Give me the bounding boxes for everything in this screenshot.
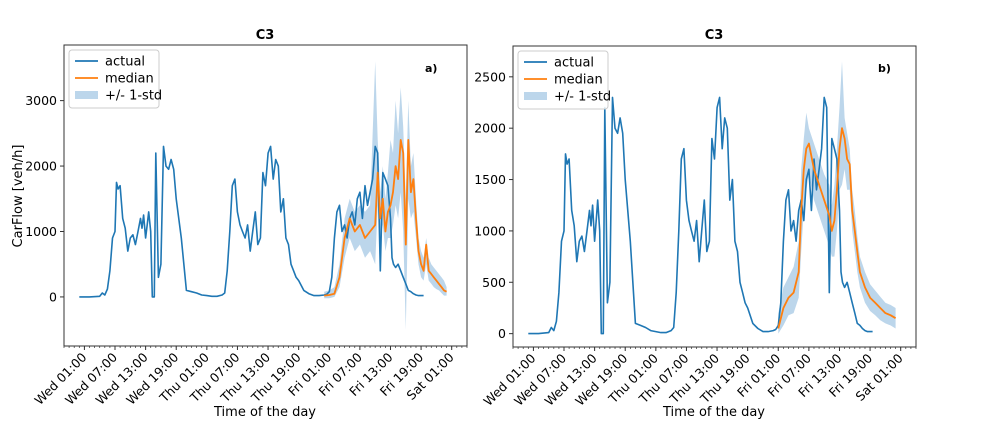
panel-b-xlabel: Time of the day <box>662 405 765 420</box>
panel-b-tag: b) <box>878 62 891 75</box>
panel-a-yticks: 0 1000 2000 3000 <box>25 93 64 304</box>
y-tick-label: 500 <box>482 275 506 290</box>
y-tick-label: 3000 <box>25 93 57 108</box>
legend-label: actual <box>554 56 594 71</box>
y-tick-label: 2500 <box>474 69 506 84</box>
y-tick-label: 0 <box>498 326 506 341</box>
panel-a-frame <box>63 44 468 347</box>
legend-label: median <box>105 72 154 87</box>
panel-a-plot-area <box>79 61 448 330</box>
panel-a-tag: a) <box>425 62 437 75</box>
y-tick-label: 2000 <box>25 159 57 174</box>
std-legend-swatch <box>524 92 547 100</box>
panel-b-frame <box>512 45 917 348</box>
panel-a-ylabel: CarFlow [veh/h] <box>11 145 26 248</box>
median-line <box>324 138 448 297</box>
std-legend-swatch <box>75 91 98 99</box>
panel-a-title: C3 <box>256 28 275 43</box>
panel-a-xlabel: Time of the day <box>213 405 316 420</box>
y-tick-label: 1500 <box>474 172 506 187</box>
std-band <box>324 61 447 330</box>
y-tick-label: 2000 <box>474 121 506 136</box>
panel-a-legend: actual median +/- 1-std <box>68 49 162 109</box>
panel-b-title: C3 <box>705 28 724 43</box>
panel-b-legend: actual median +/- 1-std <box>517 50 611 110</box>
panel-a: C3 a) CarFlow [veh/h] Time of the day 0 1… <box>11 28 468 420</box>
legend-label: +/- 1-std <box>105 89 162 104</box>
y-tick-label: 0 <box>49 289 57 304</box>
actual-line <box>79 145 424 298</box>
legend-label: median <box>554 73 603 88</box>
y-tick-label: 1000 <box>474 223 506 238</box>
actual-line <box>528 96 873 335</box>
panel-b: C3 b) Time of the day 0 500 1000 1500 2000 25… <box>474 28 917 420</box>
y-tick-label: 1000 <box>25 224 57 239</box>
panel-b-plot-area <box>528 61 897 335</box>
panel-b-yticks: 0 500 1000 1500 2000 2500 <box>474 69 513 341</box>
legend-label: actual <box>105 55 145 70</box>
legend-label: +/- 1-std <box>554 90 611 105</box>
median-line <box>777 127 897 329</box>
